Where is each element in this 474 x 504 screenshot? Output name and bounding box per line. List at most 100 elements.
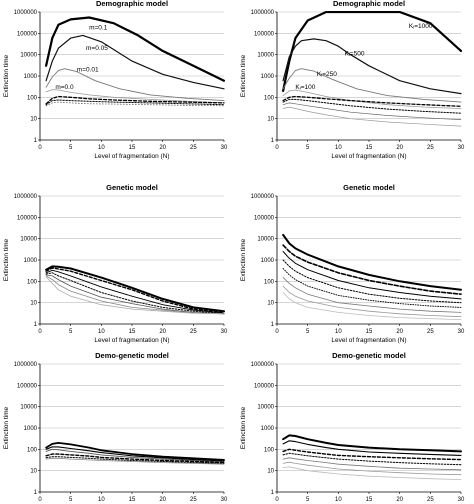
chart-1-xtick-label: 20 — [396, 145, 403, 151]
chart-0-xtick-label: 30 — [221, 145, 228, 151]
chart-3-xtick-label: 0 — [275, 329, 279, 335]
chart-3-series-group — [282, 233, 462, 321]
chart-4-xtick-label: 0 — [38, 497, 42, 503]
chart-0-ytick-label: 1 — [34, 138, 38, 144]
chart-5-xtick-label: 30 — [458, 497, 465, 503]
chart-1-series-line-2 — [282, 68, 462, 103]
chart-2-ytick-label: 100000 — [17, 215, 38, 221]
chart-0-xtick-label: 25 — [190, 145, 197, 151]
chart-0-series-group — [44, 16, 225, 107]
chart-3-xtick-label: 10 — [335, 329, 342, 335]
chart-5-series-line-2 — [282, 448, 462, 461]
chart-1-series-group — [282, 11, 462, 127]
chart-3-group: Genetic model110100100010000100000100000… — [240, 183, 465, 344]
chart-3-xtick-label: 15 — [366, 329, 373, 335]
chart-1-ytick-label: 100000 — [254, 31, 275, 37]
chart-0-annotation: m=0.05 — [86, 45, 108, 52]
chart-2-series-group — [45, 265, 225, 315]
chart-1-annotation: Kᵢ=100 — [295, 84, 315, 91]
chart-0-series-line-5 — [45, 99, 225, 106]
chart-1-x-axis-label: Level of fragmentation (N) — [331, 153, 406, 160]
chart-3-xtick-label: 30 — [458, 329, 465, 335]
chart-3-series-line-5 — [282, 277, 462, 313]
chart-4-title: Demo-genetic model — [95, 351, 169, 360]
chart-2-ytick-label: 10 — [30, 301, 37, 307]
chart-0-xtick-label: 5 — [69, 145, 73, 151]
chart-0-series-line-0 — [44, 16, 225, 82]
chart-3-xtick-label: 20 — [396, 329, 403, 335]
chart-0-ytick-label: 100000 — [17, 31, 38, 37]
chart-5-xtick-label: 15 — [366, 497, 373, 503]
chart-0-ytick-label: 10000 — [20, 53, 37, 59]
chart-0-ytick-label: 100 — [27, 95, 38, 101]
chart-2-ytick-label: 100 — [27, 279, 38, 285]
chart-1-series-line-1 — [282, 38, 462, 95]
chart-0-series-line-1 — [45, 34, 225, 90]
chart-5-series-line-5 — [282, 461, 462, 476]
chart-5-xtick-label: 25 — [427, 497, 434, 503]
chart-4-xtick-label: 20 — [159, 497, 166, 503]
chart-2-xtick-label: 0 — [38, 329, 42, 335]
chart-4-xtick-label: 25 — [190, 497, 197, 503]
chart-2-xtick-label: 15 — [129, 329, 136, 335]
chart-4-y-axis-label: Extinction time — [3, 406, 10, 449]
chart-2-series-line-6 — [45, 276, 225, 315]
chart-2-ytick-label: 1000 — [24, 258, 38, 264]
chart-2-series-line-3 — [45, 272, 225, 315]
chart-1-ytick-label: 1000000 — [251, 10, 275, 16]
chart-1-annotation: Kᵢ=250 — [317, 71, 337, 78]
chart-1-series-line-4 — [282, 95, 462, 107]
chart-5-ytick-label: 10000 — [257, 405, 274, 411]
chart-1-annotation: Kᵢ=500 — [344, 51, 364, 58]
chart-2-y-axis-label: Extinction time — [3, 238, 10, 281]
chart-2-x-axis-label: Level of fragmentation (N) — [94, 337, 169, 344]
chart-0-ytick-label: 10 — [30, 117, 37, 123]
chart-5-series-line-1 — [282, 440, 462, 456]
chart-5-ytick-label: 100 — [264, 447, 275, 453]
chart-5-xtick-label: 10 — [335, 497, 342, 503]
chart-5-ytick-label: 100000 — [254, 383, 275, 389]
chart-5-series-line-3 — [282, 452, 462, 466]
chart-2-xtick-label: 25 — [190, 329, 197, 335]
chart-1-xtick-label: 30 — [458, 145, 465, 151]
chart-0-ytick-label: 1000000 — [14, 10, 38, 16]
chart-5-xtick-label: 5 — [306, 497, 310, 503]
chart-1-y-axis-label: Extinction time — [240, 54, 247, 97]
chart-2-ytick-label: 10000 — [20, 237, 37, 243]
chart-4-ytick-label: 1000000 — [14, 362, 38, 368]
chart-0-x-axis-label: Level of fragmentation (N) — [94, 153, 169, 160]
chart-1-xtick-label: 5 — [306, 145, 310, 151]
chart-0-xtick-label: 20 — [159, 145, 166, 151]
chart-1-series-line-0 — [282, 11, 462, 93]
chart-1-ytick-label: 1000 — [261, 74, 275, 80]
chart-1-series-line-6 — [282, 102, 462, 120]
chart-0-series-line-3 — [45, 89, 225, 104]
chart-3-ytick-label: 100000 — [254, 215, 275, 221]
chart-2-series-line-5 — [45, 275, 225, 315]
chart-0-series-line-4 — [45, 95, 225, 105]
chart-5-series-group — [282, 434, 462, 481]
chart-4-series-line-2 — [45, 448, 225, 463]
chart-4-xtick-label: 5 — [69, 497, 73, 503]
chart-4-ytick-label: 1000 — [24, 426, 38, 432]
chart-5-title: Demo-genetic model — [332, 351, 406, 360]
chart-2-series-line-0 — [45, 265, 225, 313]
chart-1-series-line-3 — [282, 89, 462, 109]
chart-1-series-line-5 — [282, 98, 462, 114]
chart-0-series-line-6 — [45, 101, 225, 107]
chart-3-xtick-label: 5 — [306, 329, 310, 335]
chart-2-xtick-label: 5 — [69, 329, 73, 335]
chart-3-series-line-7 — [282, 292, 462, 321]
chart-3-ytick-label: 1000000 — [251, 194, 275, 200]
chart-4-xtick-label: 15 — [129, 497, 136, 503]
chart-3-ytick-label: 1 — [271, 322, 275, 328]
chart-3-series-line-4 — [282, 268, 462, 308]
chart-3-series-line-3 — [282, 259, 462, 304]
chart-4-group: Demo-genetic model1101001000100001000001… — [3, 351, 228, 503]
chart-3-series-line-1 — [282, 244, 462, 296]
chart-3-ytick-label: 10000 — [257, 237, 274, 243]
chart-1-group: Demographic model11010010001000010000010… — [240, 0, 465, 160]
chart-4-ytick-label: 10 — [30, 469, 37, 475]
chart-1-ytick-label: 10 — [267, 117, 274, 123]
